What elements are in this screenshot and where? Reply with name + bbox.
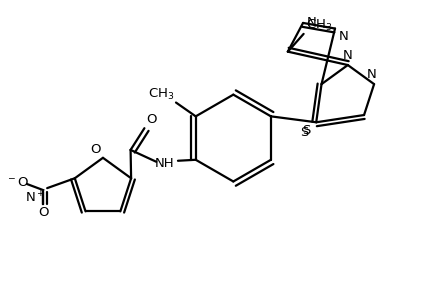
Text: N: N [307, 16, 317, 29]
Text: N$^+$: N$^+$ [25, 190, 45, 205]
Text: S: S [302, 124, 310, 137]
Text: N: N [339, 31, 349, 43]
Text: N: N [367, 68, 377, 81]
Text: $^-$O: $^-$O [6, 176, 29, 189]
Text: O: O [38, 206, 48, 219]
Text: CH$_3$: CH$_3$ [306, 18, 332, 33]
Text: S: S [300, 126, 308, 139]
Text: CH$_3$: CH$_3$ [147, 86, 174, 102]
Text: N: N [343, 49, 353, 62]
Text: NH: NH [154, 157, 174, 170]
Text: O: O [147, 113, 157, 126]
Text: O: O [91, 143, 101, 156]
